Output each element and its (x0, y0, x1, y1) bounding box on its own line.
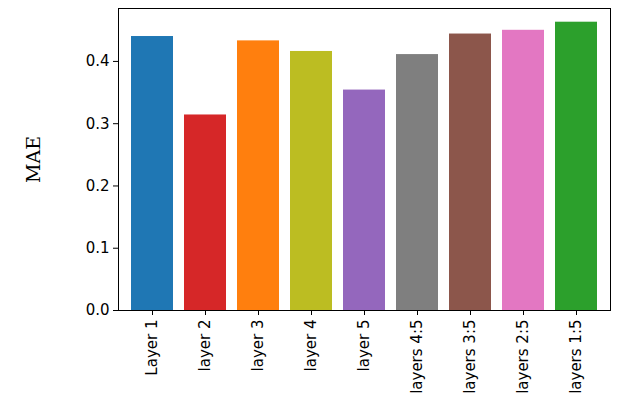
svg-text:MAE: MAE (22, 136, 44, 183)
svg-text:0.4: 0.4 (86, 52, 110, 70)
svg-text:layer 4: layer 4 (302, 320, 320, 372)
svg-text:layer 5: layer 5 (355, 320, 373, 372)
svg-text:0.3: 0.3 (86, 114, 110, 132)
svg-text:layers 3:5: layers 3:5 (461, 320, 479, 394)
svg-text:layer 2: layer 2 (196, 320, 214, 372)
svg-text:0.2: 0.2 (86, 177, 110, 195)
svg-text:layers 4:5: layers 4:5 (408, 320, 426, 394)
svg-text:layers 2:5: layers 2:5 (514, 320, 532, 394)
svg-text:0.0: 0.0 (86, 301, 110, 319)
svg-text:Layer 1: Layer 1 (143, 320, 161, 376)
svg-text:layers 1:5: layers 1:5 (567, 320, 585, 394)
svg-text:layer 3: layer 3 (249, 320, 267, 372)
svg-text:0.1: 0.1 (86, 239, 110, 257)
